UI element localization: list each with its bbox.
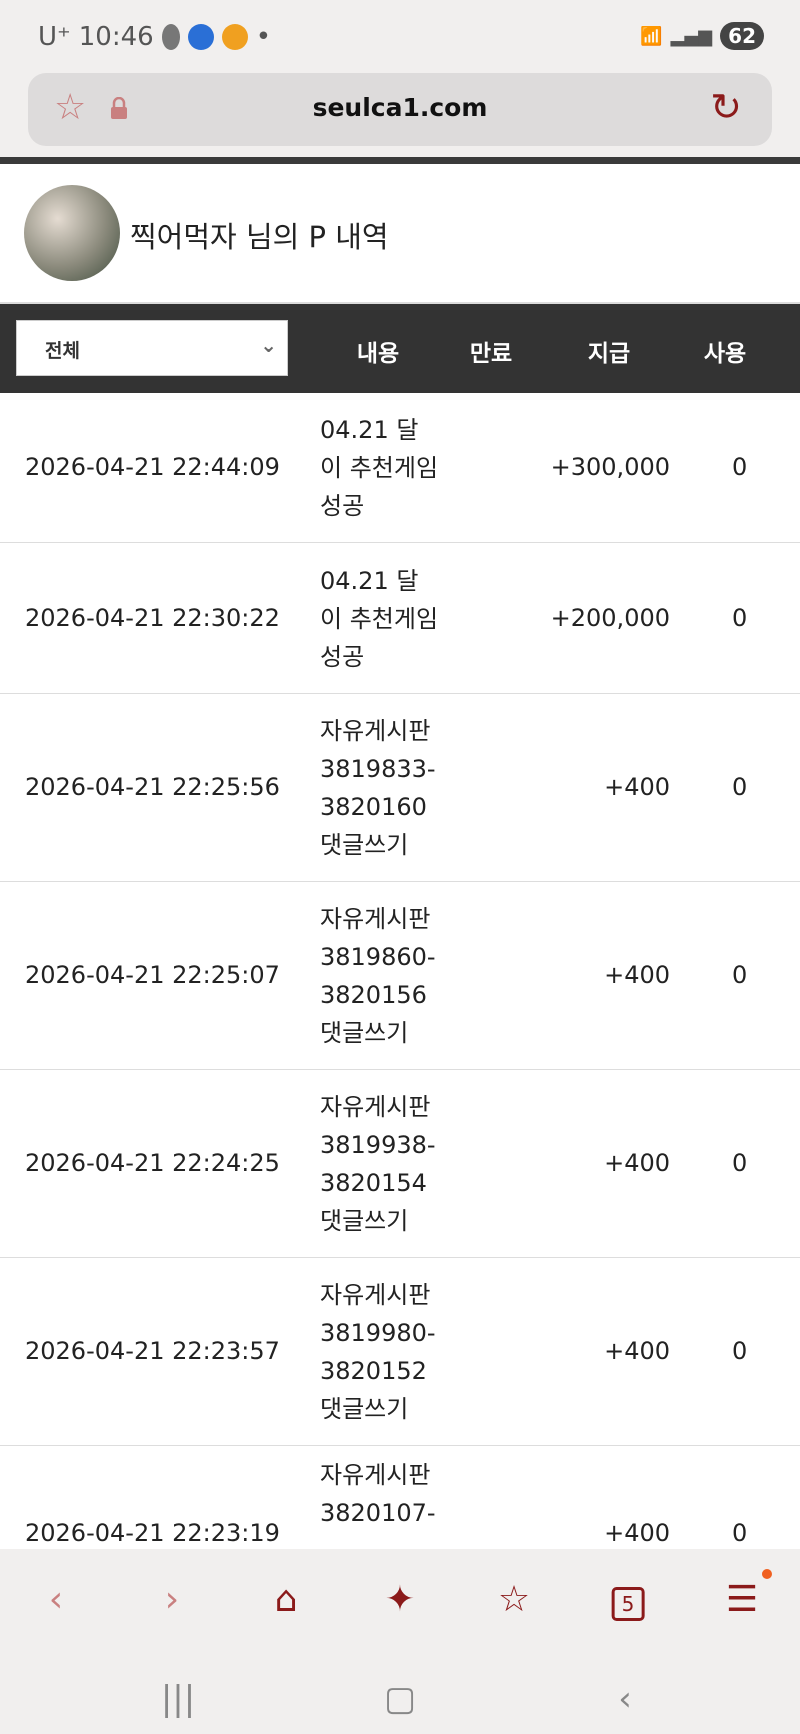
- row-given: +400: [604, 961, 670, 989]
- header-expiry: 만료: [469, 341, 513, 367]
- row-date: 2026-04-21 22:24:25: [25, 1149, 280, 1177]
- row-description: 04.21 달이 추천게임 성공: [320, 566, 439, 671]
- row-date: 2026-04-21 22:25:56: [25, 773, 280, 801]
- carrier: U⁺: [38, 22, 71, 52]
- row-used: 0: [732, 1337, 748, 1365]
- avatar: [24, 185, 120, 281]
- row-given: +200,000: [550, 603, 670, 632]
- row-date: 2026-04-21 22:44:09: [25, 453, 280, 481]
- tabs-button[interactable]: 5: [611, 1587, 645, 1621]
- url-text[interactable]: seulca1.com: [312, 93, 488, 122]
- row-description: 자유게시판 3819938-3820154 댓글쓰기: [320, 1093, 436, 1235]
- bookmark-star-icon[interactable]: ☆: [54, 87, 87, 128]
- row-given: +400: [604, 1519, 670, 1547]
- filter-select[interactable]: 전체 ⌄: [16, 320, 288, 376]
- row-given: +400: [604, 1149, 670, 1177]
- row-used: 0: [732, 603, 748, 632]
- table-row: 2026-04-21 22:23:57 자유게시판 3819980-382015…: [0, 1258, 800, 1446]
- clock: 10:46: [78, 22, 154, 52]
- row-date: 2026-04-21 22:23:57: [25, 1337, 280, 1365]
- header-used: 사용: [703, 341, 747, 367]
- row-given: +400: [604, 1337, 670, 1365]
- row-date: 2026-04-21 22:30:22: [25, 603, 280, 632]
- table-row: 2026-04-21 22:44:09 04.21 달이 추천게임 성공 +30…: [0, 393, 800, 543]
- feather-app-icon: [161, 24, 180, 50]
- browser-toolbar: ‹ › ⌂ ✦ ☆ 5 ☰ ||| ▢ ‹: [0, 1549, 800, 1734]
- row-used: 0: [732, 773, 748, 801]
- menu-icon[interactable]: ☰: [725, 1579, 759, 1620]
- table-header: 전체 ⌄ 내용 만료 지급 사용: [0, 304, 800, 393]
- back-icon[interactable]: ‹: [48, 1579, 64, 1620]
- header-content: 내용: [356, 341, 400, 367]
- home-nav-icon[interactable]: ▢: [383, 1679, 417, 1719]
- row-used: 0: [732, 453, 748, 481]
- row-description: 자유게시판 3820107-: [320, 1461, 436, 1527]
- lock-icon: [111, 97, 127, 119]
- reload-icon[interactable]: ↻: [710, 85, 742, 129]
- recent-apps-icon[interactable]: |||: [160, 1679, 196, 1719]
- row-description: 04.21 달이 추천게임 성공: [320, 416, 439, 520]
- sparkle-icon[interactable]: ✦: [384, 1579, 416, 1620]
- table-row: 2026-04-21 22:25:07 자유게시판 3819860-382015…: [0, 882, 800, 1070]
- header-given: 지급: [587, 341, 631, 367]
- address-bar[interactable]: ☆ seulca1.com ↻: [28, 73, 772, 146]
- back-nav-icon[interactable]: ‹: [618, 1679, 632, 1719]
- orange-app-icon: [221, 24, 248, 50]
- table-row: 2026-04-21 22:25:56 자유게시판 3819833-382016…: [0, 694, 800, 882]
- row-description: 자유게시판 3819833-3820160 댓글쓰기: [320, 717, 436, 859]
- home-icon[interactable]: ⌂: [274, 1579, 298, 1620]
- filter-value: 전체: [45, 340, 80, 362]
- wifi-icon: 📶: [640, 25, 663, 47]
- forward-icon[interactable]: ›: [164, 1579, 180, 1620]
- row-date: 2026-04-21 22:25:07: [25, 961, 280, 989]
- bookmarks-icon[interactable]: ☆: [497, 1579, 531, 1620]
- row-given: +400: [604, 773, 670, 801]
- battery-indicator: 62: [720, 22, 764, 50]
- table-row: 2026-04-21 22:24:25 자유게시판 3819938-382015…: [0, 1070, 800, 1258]
- game-app-icon: [187, 24, 214, 50]
- signal-icon: ▂▄▆: [670, 25, 713, 47]
- more-notifications-icon: •: [255, 22, 272, 52]
- row-given: +300,000: [550, 453, 670, 481]
- page-title: 찍어먹자 님의 P 내역: [130, 220, 389, 254]
- row-description: 자유게시판 3819860-3820156 댓글쓰기: [320, 905, 436, 1047]
- row-used: 0: [732, 1149, 748, 1177]
- row-description: 자유게시판 3819980-3820152 댓글쓰기: [320, 1281, 436, 1423]
- chevron-down-icon: ⌄: [260, 333, 277, 357]
- top-divider: [0, 157, 800, 164]
- notification-dot: [762, 1569, 772, 1579]
- row-used: 0: [732, 961, 748, 989]
- profile-header: 찍어먹자 님의 P 내역: [0, 164, 800, 304]
- row-used: 0: [732, 1519, 748, 1547]
- status-bar: U⁺ 10:46 • 📶 ▂▄▆ 62: [0, 0, 800, 73]
- row-date: 2026-04-21 22:23:19: [25, 1519, 280, 1547]
- table-row: 2026-04-21 22:30:22 04.21 달이 추천게임 성공 +20…: [0, 543, 800, 694]
